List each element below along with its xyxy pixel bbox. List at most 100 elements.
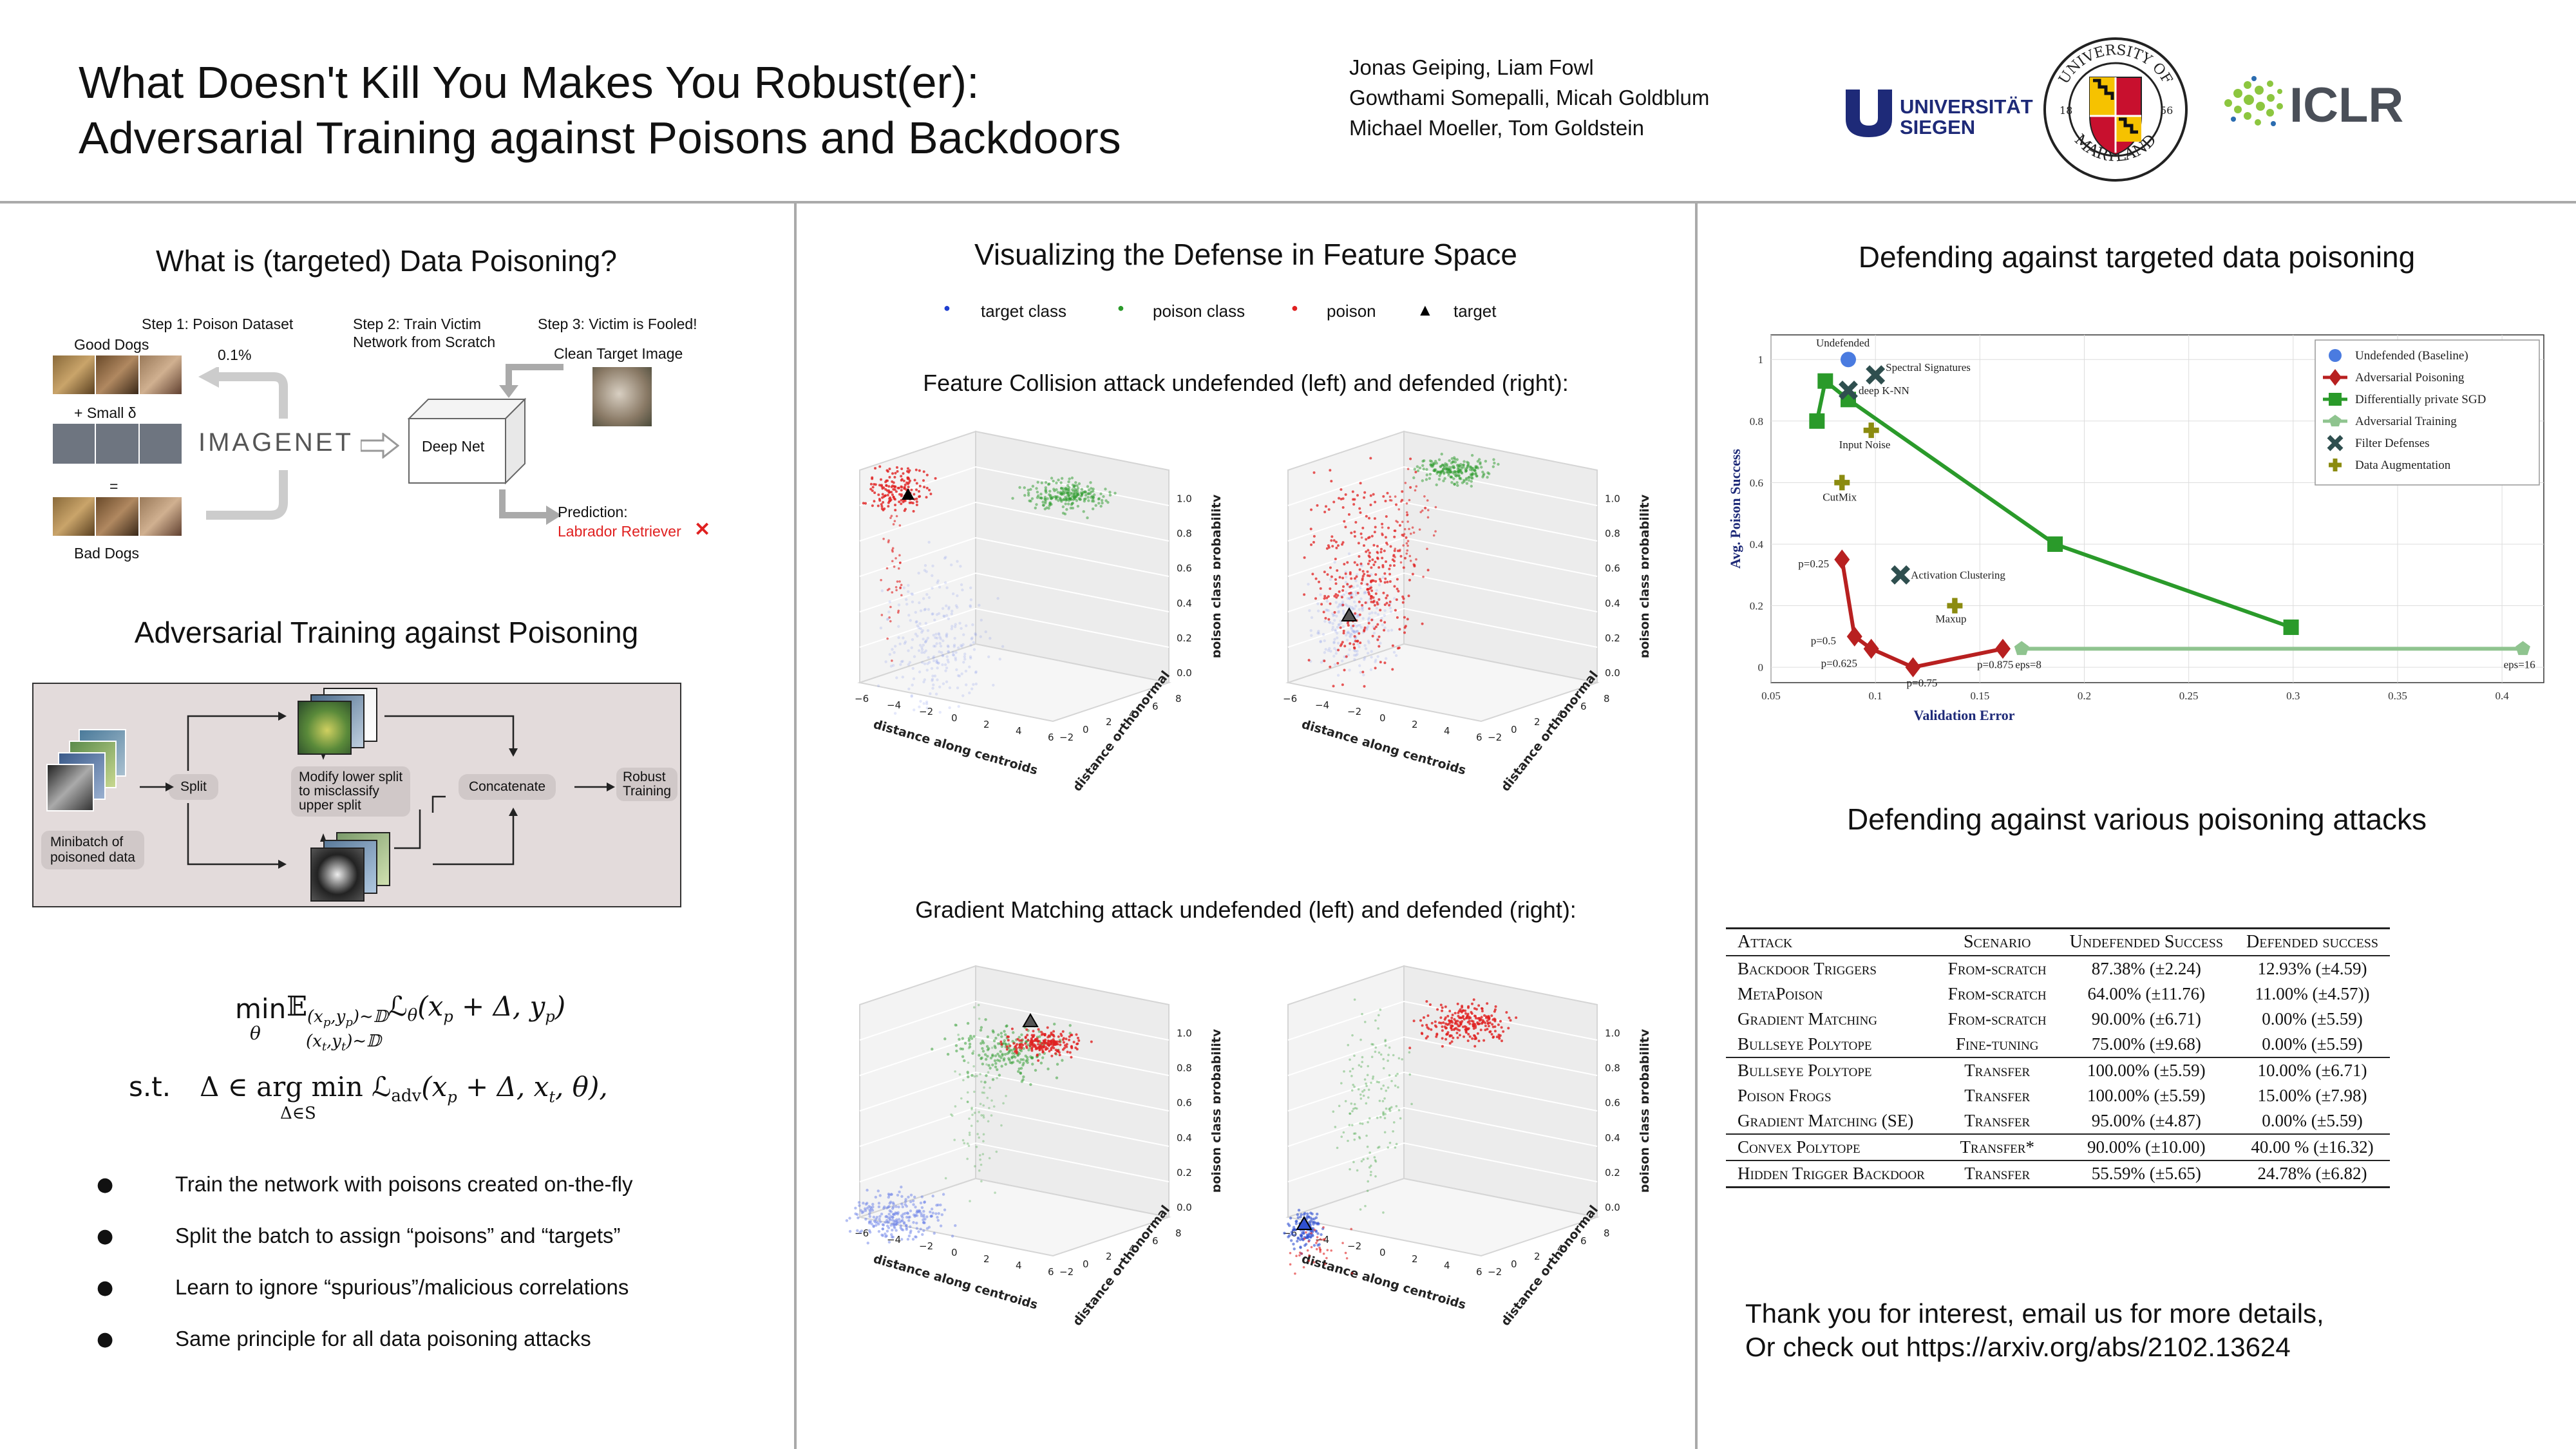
table-cell: Convex Polytope [1738, 1137, 1861, 1157]
poison-scatter [880, 515, 903, 662]
x-tick-label: 0.15 [1970, 690, 1989, 702]
poison-cluster [999, 1026, 1093, 1062]
legend-item: Adversarial Poisoning [2323, 369, 2465, 386]
table-cell: 55.59% (±5.65) [2091, 1164, 2201, 1183]
z-tick-label: 0.2 [1177, 1167, 1192, 1179]
x-tick-label: 4 [1444, 1260, 1450, 1271]
table-header-cell: Undefended Success [2069, 932, 2223, 952]
x-tick-label: 0 [1379, 1247, 1386, 1258]
table-row: Poison Frogs Transfer 100.00% (±5.59) 15.00… [1726, 1083, 2390, 1108]
header-divider [0, 201, 2576, 204]
x-tick-label: −4 [887, 1234, 901, 1245]
y-tick-label: −2 [1059, 732, 1074, 743]
column-divider-2 [1695, 204, 1698, 1449]
x-tick-label: −2 [1347, 1240, 1361, 1252]
modify-node: Modify lower split to misclassify upper … [291, 766, 411, 817]
formula-adv-sub: adv [391, 1086, 422, 1106]
table-cell: 10.00% (±6.71) [2257, 1061, 2367, 1080]
table-row: Bullseye Polytope Transfer 100.00% (±5.59)… [1726, 1057, 2390, 1083]
target-marker [1341, 607, 1358, 621]
chart-annotation: Spectral Signatures [1886, 361, 1971, 374]
iclr-text: ICLR [2289, 78, 2404, 133]
table-cell: Poison Frogs [1738, 1086, 1832, 1105]
good-dogs-images [53, 355, 182, 394]
data-point [2515, 641, 2530, 656]
gradient-matching-caption: Gradient Matching attack undefended (lef… [915, 896, 1577, 923]
z-tick-label: 0.2 [1177, 632, 1192, 644]
poster-title-line2: Adversarial Training against Poisons and… [79, 113, 1121, 163]
z-tick-label: 0.4 [1177, 1132, 1192, 1144]
bullet-dot-1: ● [97, 1173, 114, 1196]
chart-legend: Undefended (Baseline) Adversarial Poisoni… [2315, 339, 2540, 486]
clean-target-label: Clean Target Image [554, 345, 683, 362]
y-tick-label: −2 [1059, 1266, 1074, 1278]
visualizing-section-title: Visualizing the Defense in Feature Space [974, 238, 1517, 271]
table-cell: Transfer [1964, 1061, 2031, 1080]
table-cell: 87.38% (±2.24) [2091, 959, 2201, 978]
curved-arrow-bottom-icon [206, 470, 288, 520]
fc-defended-plot: 0.0 0.2 0.4 0.6 0.8 1.0 poison class probabili… [1283, 430, 1649, 794]
y-tick-label: 0.2 [1750, 600, 1763, 612]
x-tick-label: 0.1 [1869, 690, 1882, 702]
y-tick-label: 4 [1557, 708, 1564, 720]
gm-undefended-plot: 0.0 0.2 0.4 0.6 0.8 1.0 poison class probabili… [845, 965, 1220, 1329]
x-tick-label: 0 [1379, 712, 1386, 724]
table-header-cell: Defended success [2246, 932, 2379, 952]
legend-label: Undefended (Baseline) [2355, 349, 2468, 363]
minibatch-images [46, 729, 143, 819]
y-tick-label: −2 [1488, 732, 1502, 743]
target-marker [1022, 1013, 1039, 1027]
y-tick-label: 0 [1083, 1258, 1089, 1270]
table-header-cell: Scenario [1963, 932, 2031, 952]
chart-annotation: Maxup [1935, 613, 1966, 625]
formula-min: min [235, 993, 287, 1025]
data-point [1834, 475, 1850, 491]
z-tick-label: 0.6 [1605, 563, 1620, 574]
x-tick-label: 0.05 [1761, 690, 1781, 702]
series-differentially-private-sgd [1809, 373, 2299, 635]
x-tick-label: 0 [951, 1247, 958, 1258]
legend-target-class: target class [981, 301, 1066, 321]
z-tick-label: 0.8 [1177, 528, 1192, 540]
fc-undefended-plot: 0.0 0.2 0.4 0.6 0.8 1.0 poison class probabili… [855, 430, 1220, 794]
legend-poison-marker: ● [1291, 301, 1298, 314]
table-cell: From-scratch [1947, 984, 2047, 1003]
table-cell: Hidden Trigger Backdoor [1738, 1164, 1925, 1183]
z-tick-label: 0.0 [1605, 667, 1620, 679]
chart-annotation: p=0.75 [1907, 677, 1938, 689]
step1-label: Step 1: Poison Dataset [142, 316, 294, 332]
data-point [1817, 373, 1833, 389]
x-tick-label: −4 [1315, 699, 1329, 711]
z-tick-label: 0.6 [1177, 1097, 1192, 1109]
bullet-2: Split the batch to assign “poisons” and … [175, 1224, 621, 1247]
thanks-line-1: Thank you for interest, email us for mor… [1745, 1298, 2324, 1329]
feature-collision-caption: Feature Collision attack undefended (lef… [923, 370, 1569, 396]
pareto-chart: 0.05 0.1 0.15 0.2 0.25 0.3 0.35 0.4 0 0.2 0.4 0.6 0.… [1727, 334, 2544, 723]
z-tick-label: 0.0 [1177, 1202, 1192, 1213]
data-point [1905, 657, 1921, 677]
upper-split-images [298, 688, 381, 755]
z-axis-label: poison class probability [1638, 1028, 1649, 1193]
table-cell: 64.00% (±11.76) [2087, 984, 2206, 1003]
y-tick-label: 2 [1106, 716, 1112, 728]
y-tick-label: 1 [1758, 354, 1764, 366]
y-tick-label: 0.8 [1750, 415, 1763, 428]
x-axis-label: distance along centroids [872, 717, 1039, 778]
iclr-logo: ICLR [2215, 71, 2434, 142]
y-tick-label: 4 [1557, 1243, 1564, 1255]
legend-label: Differentially private SGD [2355, 393, 2486, 406]
table-cell: 0.00% (±5.59) [2262, 1034, 2363, 1054]
z-tick-label: 1.0 [1605, 493, 1620, 504]
seal-year-right: 56 [2160, 104, 2173, 117]
poisoning-section-title: What is (targeted) Data Poisoning? [156, 244, 617, 278]
legend-target-marker: ▲ [1417, 300, 1434, 319]
y-tick-label: 4 [1129, 708, 1135, 720]
z-tick-label: 1.0 [1605, 1027, 1620, 1039]
bad-dogs-images [53, 497, 182, 536]
x-axis-label: distance along centroids [1300, 717, 1468, 778]
table-cell: 0.00% (±5.59) [2262, 1009, 2363, 1028]
z-tick-label: 0.8 [1177, 1063, 1192, 1074]
table-cell: 12.93% (±4.59) [2257, 959, 2367, 978]
modify-label-1: Modify lower split [299, 770, 403, 784]
maryland-seal: UNIVERSITY OF MARYLAND 18 56 [2041, 35, 2190, 184]
